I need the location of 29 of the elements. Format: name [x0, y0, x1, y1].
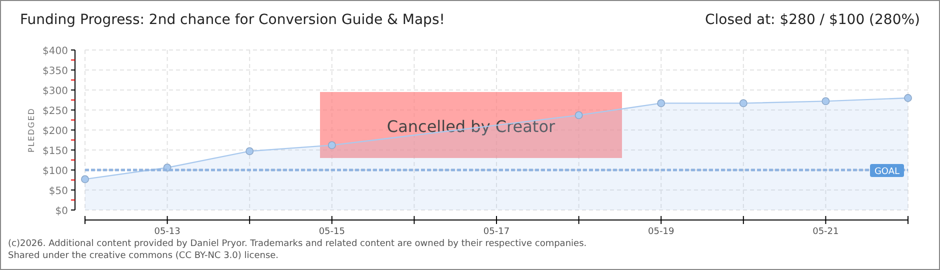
y-tick-label: $50: [48, 186, 68, 197]
point: [328, 141, 336, 150]
x-tick-label: 05-19: [648, 227, 674, 237]
y-axis-title: PLEDGED: [27, 108, 36, 152]
ref-line-label: GOAL: [874, 167, 900, 177]
x-tick-label: 05-21: [812, 227, 839, 237]
text: Shared under the creative commons (CC BY-NC 3.0) license.: [8, 251, 279, 261]
y-tick-label: $200: [42, 126, 68, 137]
annotation: Cancelled by Creator: [386, 117, 556, 136]
y-tick-label: $250: [42, 106, 68, 117]
text: (c)2026. Additional content provided by Daniel Pryor. Trademarks and related content are owned by their respective companies.: [8, 239, 587, 249]
point: [246, 147, 254, 156]
point: [657, 99, 666, 108]
chart-title: Funding Progress: 2nd chance for Conversion Guide & Maps!: [20, 12, 445, 28]
y-tick-label: $400: [42, 46, 68, 57]
point: [822, 97, 830, 106]
point: [574, 111, 583, 120]
y-tick-label: $300: [42, 86, 68, 97]
x-tick-label: 05-17: [483, 227, 510, 237]
point: [739, 99, 748, 108]
point: [81, 175, 89, 184]
y-tick-label: $100: [42, 166, 68, 177]
y-tick-label: $150: [42, 146, 68, 157]
x-tick-label: 05-15: [318, 227, 345, 237]
y-tick-label: $0: [55, 206, 68, 217]
x-tick-label: 05-13: [154, 227, 180, 237]
y-tick-label: $350: [42, 66, 68, 77]
point: [904, 94, 912, 102]
chart-subtitle: Closed at: $280 / $100 (280%): [705, 12, 920, 28]
